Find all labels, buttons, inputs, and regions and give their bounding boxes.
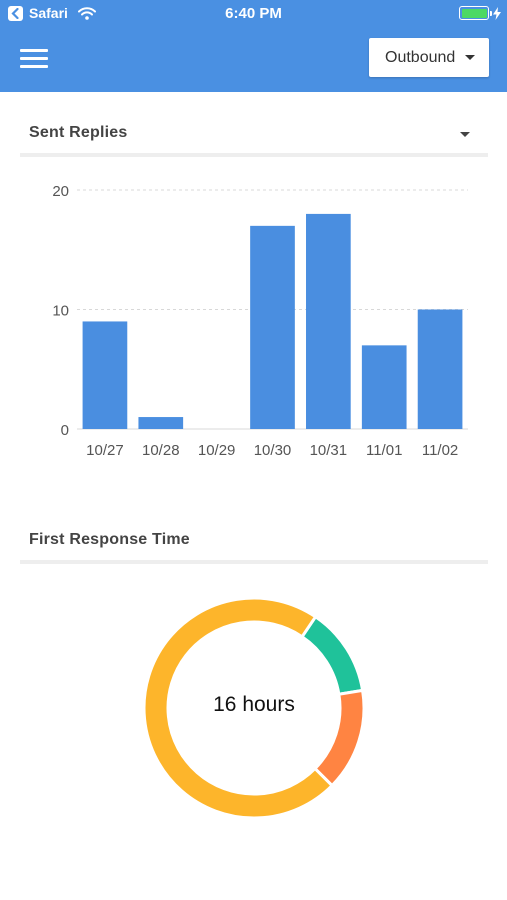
x-tick-label: 10/30 [254, 442, 292, 459]
status-right [459, 6, 501, 20]
donut-center-label: 16 hours [213, 693, 295, 716]
status-left: Safari [8, 5, 96, 21]
x-tick-label: 11/01 [366, 442, 402, 459]
status-bar: Safari 6:40 PM [0, 0, 507, 28]
y-tick-label: 20 [52, 183, 69, 200]
hamburger-menu-icon[interactable] [20, 49, 48, 69]
charging-bolt-icon [493, 6, 501, 20]
bar-10-27[interactable] [82, 321, 128, 429]
chevron-down-icon[interactable] [460, 132, 470, 137]
section-title: First Response Time [29, 531, 190, 548]
y-tick-label: 0 [61, 422, 69, 439]
donut-slice[interactable] [144, 598, 335, 818]
menu-line [20, 57, 48, 60]
back-to-app-icon[interactable] [8, 5, 23, 21]
x-tick-label: 11/02 [422, 442, 458, 459]
battery-cap [490, 11, 492, 16]
battery-icon [459, 6, 492, 20]
menu-line [20, 49, 48, 52]
first-response-chart [144, 598, 364, 818]
direction-dropdown[interactable]: Outbound [369, 38, 489, 77]
x-tick-label: 10/27 [86, 442, 124, 459]
section-title: Sent Replies [29, 124, 128, 141]
y-tick-label: 10 [52, 303, 69, 320]
sent-replies-header[interactable]: Sent Replies [20, 117, 488, 157]
first-response-header: First Response Time [20, 524, 488, 564]
donut-slice[interactable] [300, 614, 364, 696]
bar-11-02[interactable] [417, 309, 463, 430]
back-app-label[interactable]: Safari [29, 5, 68, 21]
x-tick-label: 10/29 [198, 442, 236, 459]
bar-11-01[interactable] [361, 345, 407, 429]
bar-10-30[interactable] [250, 225, 295, 429]
wifi-icon [77, 6, 96, 20]
bar-10-28[interactable] [138, 417, 184, 429]
battery-fill [461, 8, 487, 18]
x-tick-label: 10/31 [310, 442, 348, 459]
bar-10-31[interactable] [306, 213, 351, 429]
sent-replies-chart: 0 10 20 10/27 10/28 10/29 10/30 10/31 11/01 11/02 [52, 183, 468, 459]
chevron-down-icon [465, 55, 475, 60]
x-tick-label: 10/28 [142, 442, 180, 459]
menu-line [20, 65, 48, 68]
dropdown-value: Outbound [385, 48, 456, 66]
